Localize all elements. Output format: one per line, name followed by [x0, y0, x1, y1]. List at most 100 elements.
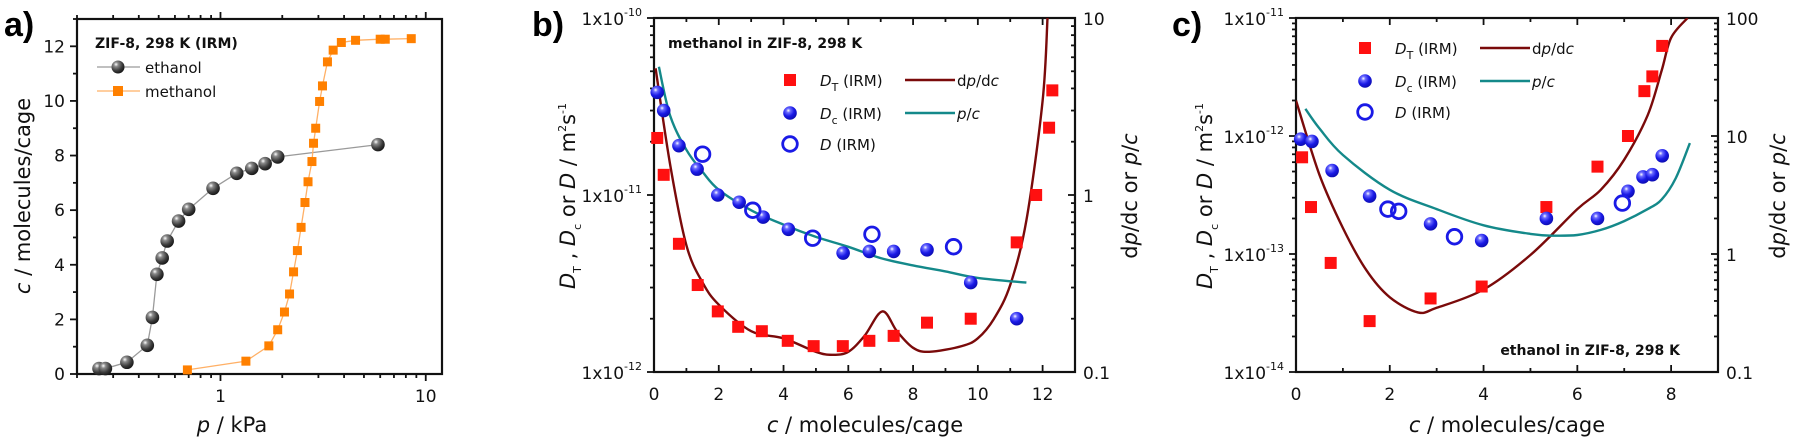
x-tick-label: 10	[415, 387, 437, 407]
Dc-point	[1645, 167, 1660, 182]
panel-c-lines	[1296, 18, 1692, 315]
x-tick-label: 8	[1666, 385, 1677, 405]
panel-a-xlabel: p / kPa	[196, 413, 268, 437]
methanol-point	[264, 341, 274, 351]
panel-c-frame	[1294, 16, 1720, 374]
panel-a-ticks: 1 10 0 2 4 6 8 10 12	[43, 12, 437, 407]
y-tick-label: 12	[43, 37, 65, 57]
DT-point	[807, 340, 820, 353]
y-tick-label: 4	[54, 256, 65, 276]
DT-point	[887, 329, 900, 342]
legend-D-label: D (IRM)	[1395, 104, 1451, 122]
y-tick-label: 10	[43, 92, 65, 112]
x-tick-label: 4	[1478, 385, 1489, 405]
legend-Dc-marker	[1358, 74, 1372, 88]
ethanol-point	[140, 338, 155, 353]
x-tick-label: 10	[967, 385, 989, 405]
DT-point	[672, 237, 685, 250]
methanol-point	[406, 34, 416, 44]
methanol-point	[336, 37, 346, 47]
legend-D-marker	[1356, 103, 1374, 121]
methanol-point	[300, 198, 310, 208]
ethanol-point	[120, 355, 134, 370]
methanol-point	[289, 267, 299, 277]
panel-c-axes	[1294, 16, 1720, 374]
panel-c-ylabel-right: dp/dc or p/c	[1766, 133, 1790, 259]
methanol-line	[187, 38, 412, 371]
DT-point	[1305, 201, 1318, 214]
methanol-point	[375, 34, 385, 44]
panel-c-ylabel: DT , Dc or D / m2s-1	[1193, 103, 1221, 289]
DT-point	[1030, 189, 1043, 201]
y-tick-label: 1x10-12	[1224, 124, 1284, 148]
Dc-point	[963, 275, 978, 290]
panel-a-markers	[92, 34, 416, 376]
D-point	[1613, 194, 1632, 212]
y-right-tick-label: 100	[1726, 10, 1758, 30]
x-tick-label: 2	[1384, 385, 1395, 405]
D-point	[944, 238, 963, 256]
panel-b-annotation: methanol in ZIF-8, 298 K	[668, 36, 863, 52]
DT-point	[1621, 130, 1634, 142]
D-point	[1389, 202, 1408, 221]
y-right-tick-label: 1	[1083, 187, 1094, 207]
methanol-point	[380, 34, 390, 44]
legend-ethanol-label: ethanol	[145, 59, 202, 77]
x-tick-label: 2	[713, 385, 724, 405]
x-tick-label: 8	[908, 385, 919, 405]
x-tick-label: 6	[843, 385, 854, 405]
ethanol-point	[371, 137, 385, 152]
y-right-tick-label: 0.1	[1083, 364, 1110, 384]
ethanol-point	[171, 214, 186, 228]
Dc-point	[1305, 134, 1319, 149]
y-tick-label: 2	[54, 310, 65, 330]
Dc-point	[781, 222, 796, 237]
panel-c: c) 0 2 4 6 8 1x10-14 1x10-13 1x10-12 1x10-11 0.1 1…	[1172, 6, 1790, 437]
DT-point	[1656, 39, 1669, 52]
D-point	[1379, 200, 1397, 218]
DT-point	[732, 320, 745, 333]
legend-D-marker	[781, 135, 799, 153]
legend-dpdc-label: dp/dc	[1532, 40, 1575, 58]
DT-point	[1475, 280, 1488, 293]
methanol-point	[182, 365, 192, 375]
x-tick-label: 1	[215, 387, 226, 407]
legend-pc-label: p/c	[1531, 73, 1556, 91]
Dc-point	[920, 243, 934, 257]
Dc-point	[1325, 163, 1339, 178]
y-right-tick-label: 1	[1726, 246, 1737, 266]
D-point	[693, 145, 712, 163]
Dc-point	[886, 244, 901, 259]
ethanol-point	[270, 150, 285, 164]
panel-label-a: a)	[4, 6, 34, 44]
legend-methanol-marker	[113, 86, 123, 96]
DT-point	[1324, 256, 1337, 269]
Dc-point	[672, 138, 686, 153]
DT-point	[1540, 201, 1553, 214]
panel-a-ylabel: c / molecules/cage	[11, 98, 35, 294]
ethanol-point	[160, 234, 174, 248]
Dc-point	[1655, 148, 1670, 163]
methanol-point	[311, 123, 321, 133]
methanol-point	[303, 177, 313, 187]
methanol-point	[273, 325, 283, 335]
DT-point	[863, 334, 876, 347]
Dc-point	[690, 162, 704, 176]
legend-methanol-label: methanol	[145, 83, 216, 101]
Dc-point	[1590, 211, 1605, 226]
Dc-point	[1474, 233, 1489, 248]
panel-b-ylabel: DT , Dc or D / m2s-1	[556, 103, 584, 289]
D-point	[863, 225, 881, 243]
methanol-point	[285, 289, 295, 299]
panel-label-c: c)	[1172, 6, 1202, 44]
DT-point	[651, 131, 664, 144]
legend-Dc-label: Dc (IRM)	[1395, 73, 1457, 95]
methanol-point	[241, 356, 251, 366]
DT-point	[964, 312, 977, 325]
panel-a-axes	[75, 17, 444, 376]
legend-DT-marker	[784, 74, 796, 86]
ethanol-point	[145, 310, 160, 325]
y-tick-label: 1x10-10	[582, 6, 642, 30]
y-tick-label: 8	[54, 147, 65, 167]
